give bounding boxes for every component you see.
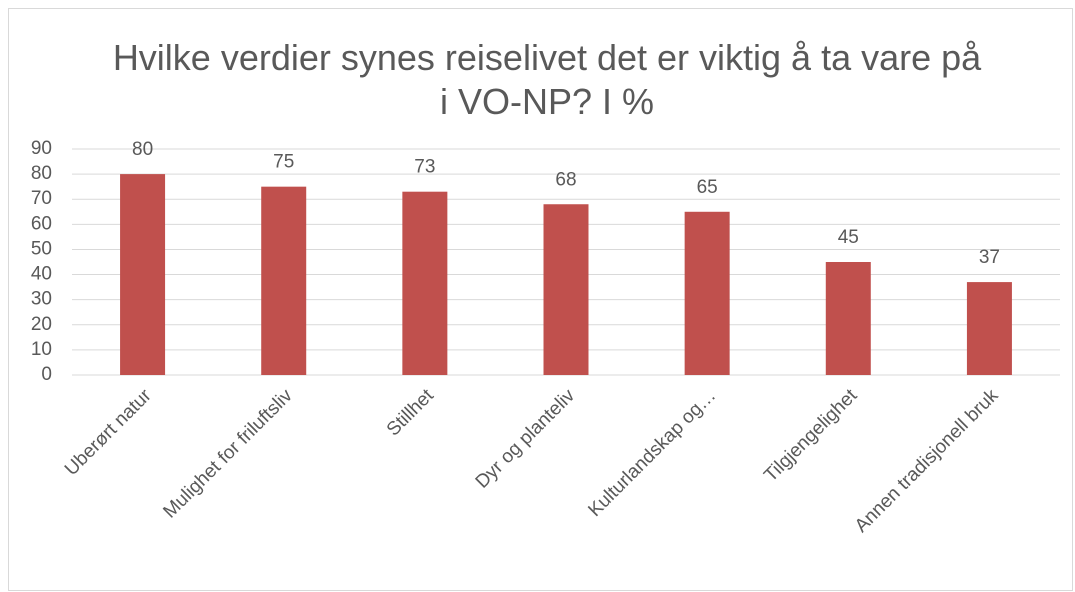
x-tick-label: Dyr og planteliv — [472, 385, 580, 493]
y-tick-label: 40 — [31, 264, 52, 285]
x-tick-label: Annen tradisjonell bruk — [851, 385, 1003, 537]
x-tick-label: Tilgjengelighet — [760, 385, 861, 486]
data-label: 37 — [979, 247, 1000, 268]
data-label: 45 — [838, 227, 859, 248]
bar — [966, 282, 1012, 375]
bar — [120, 174, 166, 375]
y-tick-label: 20 — [31, 314, 52, 335]
y-tick-label: 30 — [31, 289, 52, 310]
y-tick-label: 80 — [31, 163, 52, 184]
x-tick-label: Mulighet for friluftsliv — [159, 385, 297, 523]
data-label: 80 — [132, 139, 153, 160]
data-label: 73 — [414, 157, 435, 178]
bar — [543, 204, 589, 375]
chart-border — [8, 8, 1073, 591]
bar — [825, 262, 871, 375]
data-label: 75 — [273, 152, 294, 173]
y-tick-label: 90 — [31, 138, 52, 159]
bar — [402, 191, 448, 375]
x-tick-label: Kulturlandskap og… — [584, 385, 720, 521]
bar — [684, 211, 730, 375]
data-label: 68 — [555, 169, 576, 190]
data-label: 65 — [697, 177, 718, 198]
y-tick-label: 10 — [31, 339, 52, 360]
x-tick-label: Uberørt natur — [61, 385, 156, 480]
y-tick-label: 0 — [41, 364, 52, 385]
bar — [261, 186, 307, 375]
x-tick-label: Stillhet — [383, 385, 439, 441]
chart-title: Hvilke verdier synes reiselivet det er v… — [112, 37, 982, 122]
y-tick-label: 70 — [31, 188, 52, 209]
y-tick-label: 50 — [31, 238, 52, 259]
y-tick-label: 60 — [31, 213, 52, 234]
